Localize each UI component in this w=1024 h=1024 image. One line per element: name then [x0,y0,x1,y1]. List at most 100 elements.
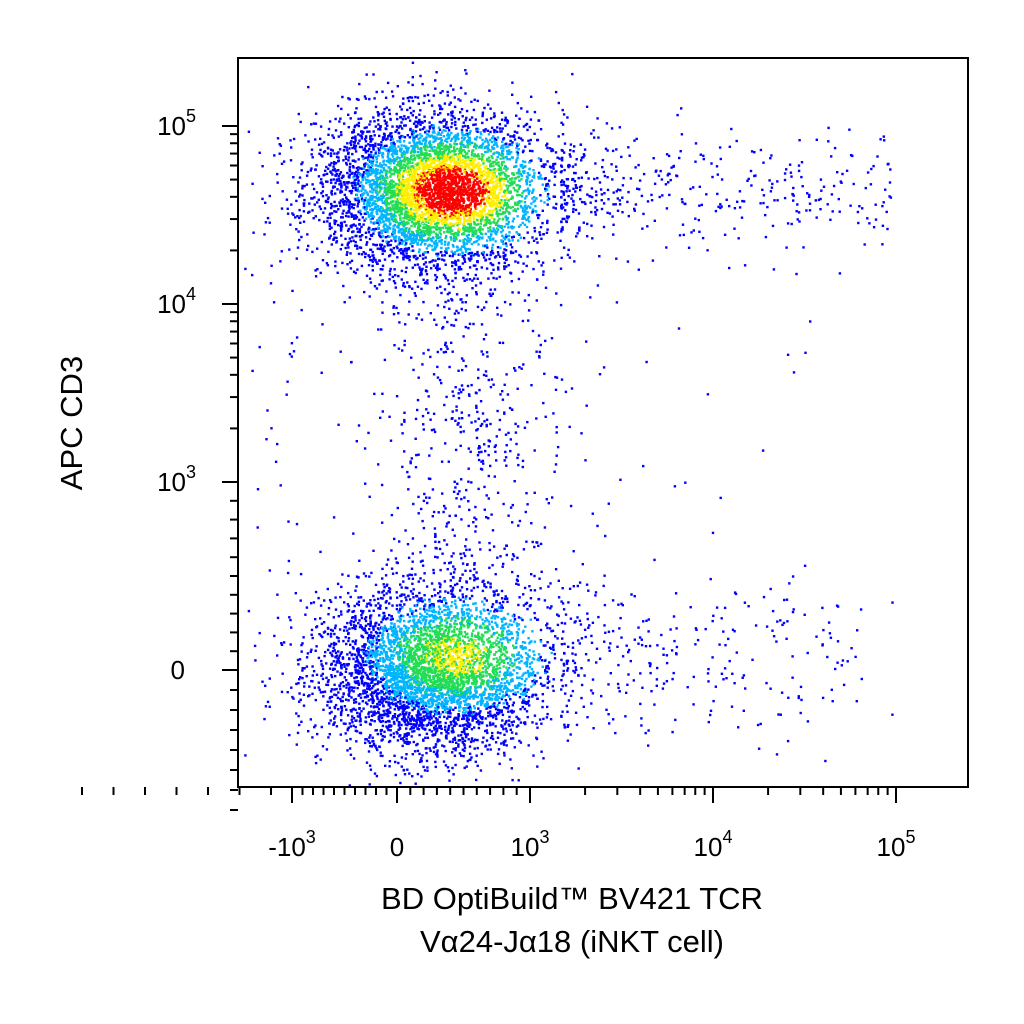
data-point [333,205,336,208]
data-point [359,696,363,699]
data-point [301,667,304,670]
data-point [501,140,504,143]
data-point [733,682,736,685]
data-point [264,221,268,224]
data-point [264,201,267,204]
data-point [363,290,366,294]
data-point [477,719,480,722]
data-point [382,687,386,690]
data-point [712,699,715,703]
data-point [454,419,457,422]
data-point [452,719,455,723]
data-point [738,206,742,209]
data-point [617,603,620,606]
data-point [538,231,541,234]
data-point [358,218,361,221]
data-point [700,203,703,207]
data-point [364,616,368,619]
data-point [504,727,508,730]
data-point [648,664,652,668]
data-point [568,425,571,429]
data-point [307,140,310,143]
data-point [341,681,345,684]
data-point [381,521,384,524]
data-point [576,616,579,619]
data-point [485,494,488,497]
data-point [290,355,293,358]
data-point [515,142,518,145]
data-point [351,131,354,134]
data-point [546,219,549,223]
data-point [368,495,371,498]
data-point [736,200,739,203]
data-point [434,710,437,713]
data-point [502,740,505,743]
data-point [423,572,426,575]
data-point [517,463,520,467]
data-point [256,488,260,491]
data-point [541,209,544,212]
data-point [369,258,372,262]
data-point [371,156,375,159]
data-point [535,736,538,739]
data-point [364,236,368,239]
data-point [360,189,363,193]
data-point [331,650,335,653]
data-point [489,582,492,585]
data-point [375,638,379,642]
data-point [280,690,284,694]
data-point [457,396,461,400]
data-point [465,548,468,551]
data-point [580,184,583,188]
data-point [392,236,396,239]
data-point [333,210,336,213]
data-point [544,189,547,192]
data-point [821,606,824,610]
data-point [390,132,393,135]
data-point [288,733,291,737]
data-point [333,162,336,166]
data-point [378,134,381,138]
data-point [545,498,548,501]
data-point [523,721,527,724]
data-point [422,352,425,355]
data-point [470,116,474,119]
data-point [561,587,564,590]
data-point [426,501,429,505]
data-point [522,604,526,607]
data-point [430,124,434,127]
data-point [325,262,329,265]
data-point [503,706,506,709]
data-point [427,348,430,352]
data-point [426,766,429,769]
data-point [544,671,547,674]
data-point [422,727,425,730]
data-point [347,113,350,116]
data-point [356,715,360,718]
data-point [330,171,333,174]
data-point [465,109,469,113]
data-point [505,744,508,747]
data-point [355,174,358,178]
data-point [566,725,569,728]
data-point [589,201,592,204]
data-point [340,705,343,708]
data-point [377,112,381,116]
data-point [556,156,559,159]
data-point [398,137,402,140]
data-point [421,564,425,567]
data-point [797,696,800,700]
data-point [437,592,440,595]
data-point [511,558,514,561]
data-point [356,187,360,190]
data-point [568,256,571,259]
data-point [381,567,384,571]
data-point [585,340,588,343]
data-point [380,716,384,720]
data-point [419,551,422,554]
data-point [591,678,595,681]
data-point [347,152,350,156]
data-point [594,190,598,193]
data-point [465,278,468,281]
data-point [381,724,385,728]
